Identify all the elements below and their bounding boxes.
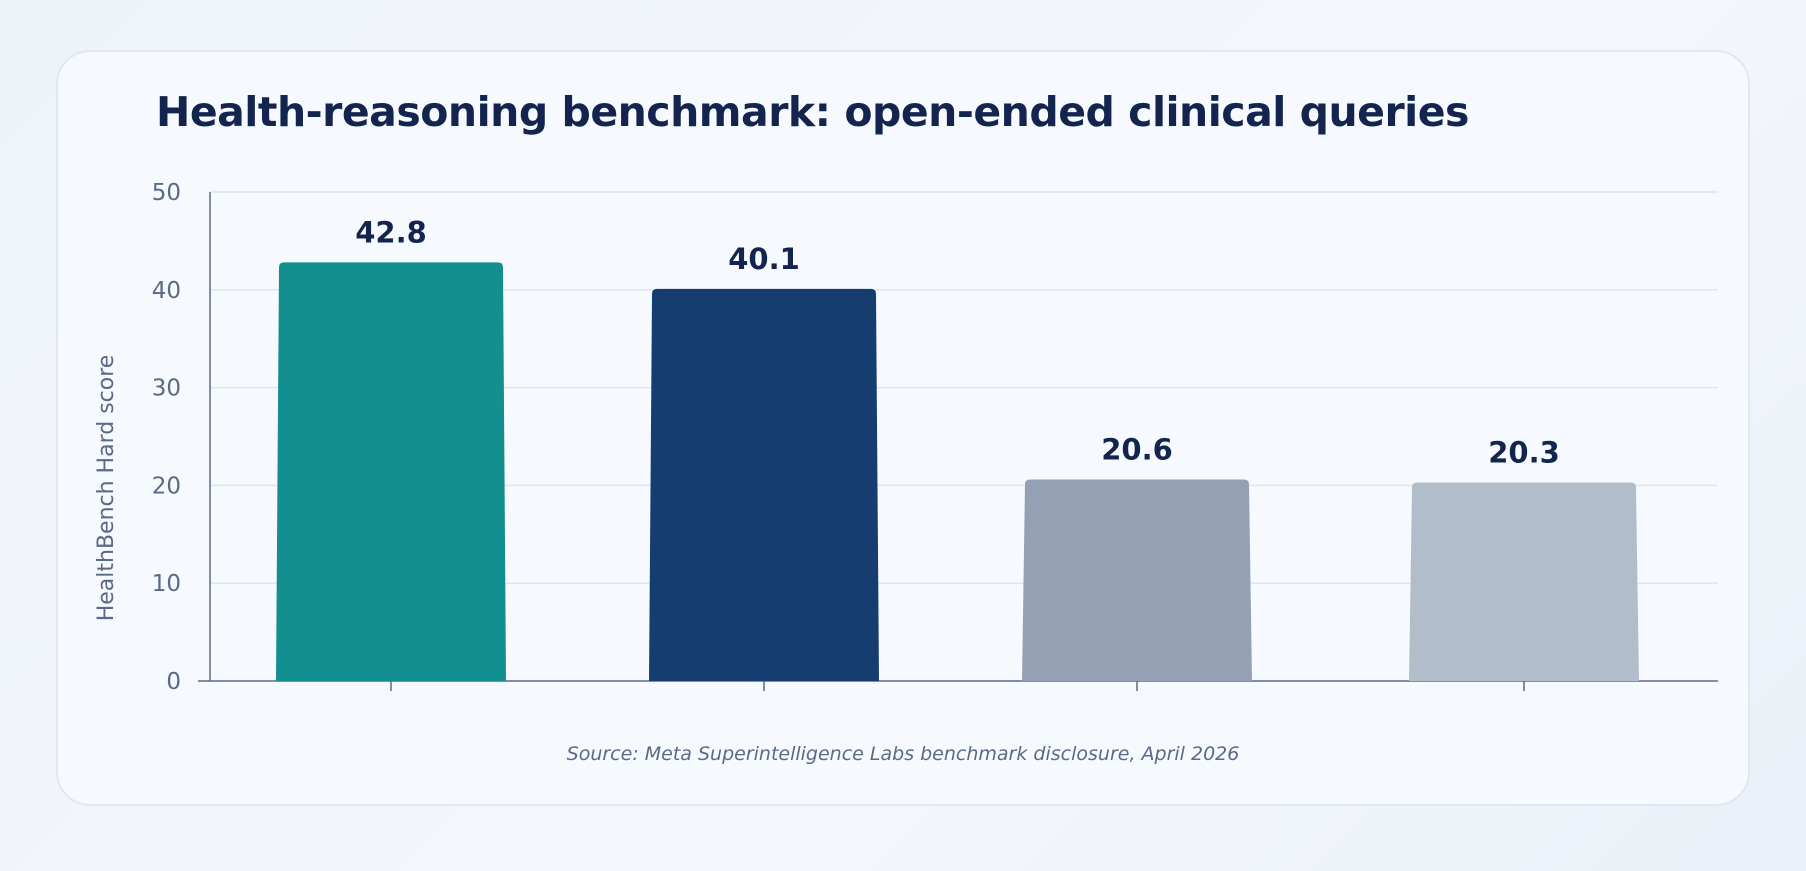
data-label: 20.6: [1101, 433, 1173, 467]
chart-title: Health-reasoning benchmark: open-ended c…: [156, 88, 1469, 136]
bar: [649, 288, 879, 681]
y-tick-label: 50: [152, 180, 181, 206]
y-tick-label: 30: [152, 376, 181, 402]
y-tick-label: 40: [152, 278, 181, 304]
y-tick-label: 10: [152, 571, 181, 597]
y-tick-label: 20: [152, 473, 181, 499]
data-label: 40.1: [728, 242, 800, 276]
bar: [1409, 482, 1639, 681]
data-label: 42.8: [355, 215, 427, 249]
source-note: Source: Meta Superintelligence Labs benc…: [566, 743, 1240, 765]
data-label: 20.3: [1488, 435, 1560, 469]
bar: [276, 262, 506, 681]
y-tick-label: 0: [166, 669, 181, 695]
bar: [1022, 479, 1252, 681]
y-axis-label: HealthBench Hard score: [94, 355, 119, 622]
bars: [276, 262, 1639, 681]
value-labels: 42.8 40.1 20.6 20.3: [355, 215, 1560, 469]
